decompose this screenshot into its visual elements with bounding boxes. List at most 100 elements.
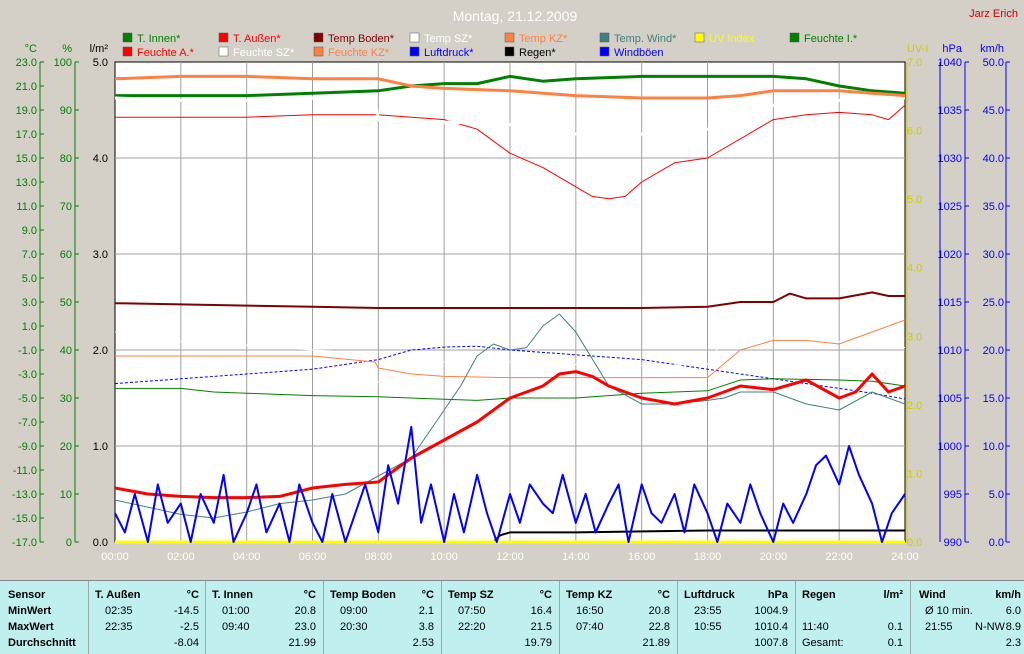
stats-max-value: 23.0 (294, 621, 316, 633)
legend-label: Temp. Wind* (614, 33, 677, 45)
temp-tick-label: -7.0 (18, 417, 37, 429)
stats-min-value: 2.1 (418, 605, 434, 617)
uv-tick-label: 0.0 (907, 537, 922, 549)
humidity-tick-label: 80 (60, 153, 72, 165)
time-tick-label: 14:00 (562, 551, 590, 563)
stats-max-value: 22.8 (648, 621, 670, 633)
wind-tick-label: 50.0 (983, 57, 1004, 69)
stats-column-name: Temp KZ (566, 589, 613, 601)
time-tick-label: 00:00 (101, 551, 129, 563)
humidity-tick-label: 100 (54, 57, 72, 69)
stats-column: T. Innen °C 01:00 20.8 09:40 23.0 21.99 (205, 581, 323, 654)
uv-tick-label: 2.0 (907, 400, 922, 412)
temp-tick-label: 1.0 (22, 321, 37, 333)
legend-label: Feuchte SZ* (233, 47, 295, 59)
series-line-temp-sz (114, 331, 906, 383)
legend-swatch (504, 46, 515, 57)
stats-min-value: 1004.9 (754, 605, 788, 617)
uv-tick-label: 6.0 (907, 126, 922, 138)
time-tick-label: 22:00 (825, 551, 853, 563)
legend-label: Windböen (614, 47, 664, 59)
time-tick-label: 16:00 (628, 551, 656, 563)
wind-tick-label: 35.0 (983, 201, 1004, 213)
stats-max-time: 07:40 (576, 621, 604, 633)
temp-tick-label: 5.0 (22, 273, 37, 285)
legend-swatch (313, 46, 324, 57)
series-line-temp-kz (115, 319, 906, 379)
pressure-tick-label: 995 (944, 489, 962, 501)
stats-avg-value: 21.99 (288, 637, 316, 649)
pressure-tick-label: 1035 (938, 105, 962, 117)
pressure-tick-label: 1000 (938, 441, 962, 453)
legend-label: Temp Boden* (328, 33, 395, 45)
stats-min-time: 09:00 (340, 605, 368, 617)
stats-avg-label: Durchschnitt (8, 637, 76, 649)
humidity-tick-label: 20 (60, 441, 72, 453)
series-line-luftdruck (114, 345, 906, 400)
stats-max-value: -2.5 (180, 621, 199, 633)
wind-tick-label: 25.0 (983, 297, 1004, 309)
humidity-tick-label: 0 (66, 537, 72, 549)
stats-min-value: 20.8 (648, 605, 670, 617)
temp-tick-label: 21.0 (16, 81, 37, 93)
stats-min-value: 20.8 (294, 605, 316, 617)
time-tick-label: 02:00 (167, 551, 195, 563)
stats-min-value: -14.5 (173, 605, 199, 617)
legend-label: T. Innen* (137, 33, 181, 45)
stats-min-time: 02:35 (105, 605, 133, 617)
rain-max-value: 0.1 (887, 621, 903, 633)
temp-tick-label: 11.0 (16, 201, 37, 213)
wind-axis-unit: km/h (980, 43, 1004, 55)
temp-tick-label: -17.0 (12, 537, 37, 549)
stats-rain-column: Regen l/m² 11:40 0.1 Gesamt: 0.1 (795, 581, 910, 654)
pressure-tick-label: 990 (944, 537, 962, 549)
legend-label: Feuchte A.* (137, 47, 195, 59)
stats-avg-value: -8.04 (173, 637, 199, 649)
rain-tick-label: 1.0 (93, 441, 108, 453)
stats-min-time: 01:00 (222, 605, 250, 617)
temp-tick-label: -5.0 (18, 393, 37, 405)
rain-unit: l/m² (883, 589, 903, 601)
time-tick-label: 10:00 (430, 551, 458, 563)
wind-max-value: 8.9 (1005, 621, 1021, 633)
temp-tick-label: 15.0 (16, 153, 37, 165)
legend-label: Regen* (519, 47, 556, 59)
humidity-tick-label: 70 (60, 201, 72, 213)
pressure-tick-label: 1025 (938, 201, 962, 213)
stats-column: Temp KZ °C 16:50 20.8 07:40 22.8 21.89 (559, 581, 677, 654)
legend: T. Innen* T. Außen* Temp Boden* Temp SZ* Tem… (122, 32, 858, 59)
stats-column-unit: °C (539, 589, 552, 601)
uv-tick-label: 5.0 (907, 194, 922, 206)
wind-avg-label: Ø 10 min. (925, 605, 973, 617)
series-line-windb-en (114, 425, 906, 543)
rain-tick-label: 2.0 (93, 345, 108, 357)
weather-chart: Montag, 21.12.2009 Jarz Erich T. Innen* T… (12, 8, 1018, 563)
humidity-tick-label: 50 (60, 297, 72, 309)
legend-swatch (599, 32, 610, 43)
legend-swatch (504, 32, 515, 43)
series-line-temp-wind (114, 313, 906, 519)
stats-column-unit: °C (657, 589, 670, 601)
series-line-temp-boden (114, 291, 905, 309)
legend-swatch (694, 32, 705, 43)
humidity-tick-label: 10 (60, 489, 72, 501)
stats-column-name: T. Außen (95, 589, 141, 601)
legend-swatch (409, 46, 420, 57)
legend-label: Temp KZ* (519, 33, 568, 45)
stats-column-unit: °C (421, 589, 434, 601)
legend-label: T. Außen* (233, 33, 281, 45)
time-tick-label: 20:00 (760, 551, 788, 563)
time-tick-label: 18:00 (694, 551, 722, 563)
series-line-feuchte-i (115, 74, 906, 98)
pressure-tick-label: 1015 (938, 297, 962, 309)
legend-swatch (313, 32, 324, 43)
stats-column-unit: hPa (767, 589, 788, 601)
temp-axis-unit: °C (25, 43, 37, 55)
wind-day-avg: 2.3 (1005, 637, 1021, 649)
stats-min-time: 23:55 (694, 605, 722, 617)
series-line-t-au-en (114, 370, 906, 500)
wind-tick-label: 10.0 (983, 441, 1004, 453)
stats-max-time: 22:20 (458, 621, 486, 633)
temp-tick-label: -9.0 (18, 441, 37, 453)
uv-tick-label: 7.0 (907, 57, 922, 69)
